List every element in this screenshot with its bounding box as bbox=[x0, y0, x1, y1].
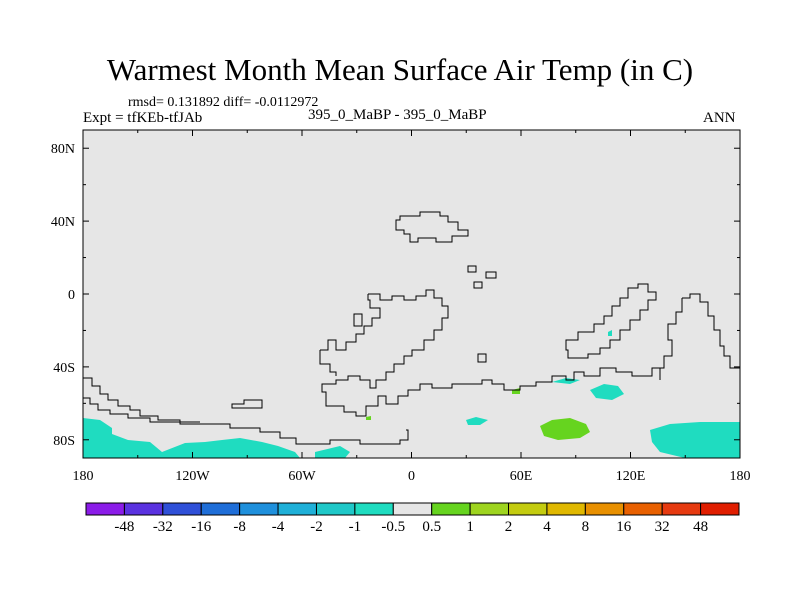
colorbar-swatch bbox=[315, 502, 356, 516]
colorbar-label: 2 bbox=[505, 519, 513, 535]
coastline-small-island-6 bbox=[231, 399, 263, 409]
comparison-label: 395_0_MaBP - 395_0_MaBP bbox=[308, 107, 487, 123]
longitude-axis: 180 120W 60W 0 60E 120E 180 bbox=[73, 130, 751, 484]
colorbar-label: -2 bbox=[310, 519, 323, 535]
coastlines bbox=[83, 211, 740, 445]
anomaly-region-cyan-small-1 bbox=[466, 417, 488, 425]
colorbar-label: -0.5 bbox=[381, 519, 405, 535]
colorbar-swatch bbox=[123, 502, 164, 516]
colorbar-label: -16 bbox=[191, 519, 211, 535]
colorbar-label: -8 bbox=[233, 519, 246, 535]
stats-label: rmsd= 0.131892 diff= -0.0112972 bbox=[128, 95, 319, 110]
anomaly-region-green-large bbox=[540, 418, 590, 440]
coastline-small-island-2 bbox=[485, 271, 497, 279]
colorbar-swatch bbox=[584, 502, 625, 516]
lat-tick-label: 80N bbox=[51, 142, 75, 157]
colorbar-swatch bbox=[200, 502, 241, 516]
colorbar-swatch bbox=[354, 502, 394, 516]
anomaly-region-cyan-small-2 bbox=[590, 384, 624, 400]
colorbar: -48 -32 -16 -8 -4 -2 -1 -0.5 0.5 1 2 4 8 16 32 48 bbox=[85, 502, 740, 535]
coastline-east-continent bbox=[565, 283, 657, 359]
lon-tick-label: 120E bbox=[616, 469, 646, 484]
chart-title: Warmest Month Mean Surface Air Temp (in … bbox=[106, 52, 694, 87]
lon-tick-label: 60E bbox=[510, 469, 533, 484]
latitude-axis: 80N 40N 0 40S 80S bbox=[51, 142, 740, 449]
lon-tick-label: 180 bbox=[730, 469, 751, 484]
lat-tick-label: 80S bbox=[53, 434, 75, 449]
lat-tick-label: 40N bbox=[51, 215, 75, 230]
colorbar-label: -1 bbox=[349, 519, 362, 535]
colorbar-swatch bbox=[277, 502, 317, 516]
colorbar-label: -48 bbox=[114, 519, 134, 535]
colorbar-label: -4 bbox=[272, 519, 285, 535]
colorbar-swatch bbox=[469, 502, 510, 516]
coastline-central-continent bbox=[321, 289, 661, 417]
lon-tick-label: 120W bbox=[175, 469, 210, 484]
colorbar-swatch bbox=[700, 502, 740, 516]
anomaly-region-cyan-southwest bbox=[83, 418, 300, 458]
coastline-southwest bbox=[83, 377, 409, 445]
colorbar-label: 8 bbox=[582, 519, 590, 535]
coastline-north-block bbox=[395, 211, 469, 243]
colorbar-label: 0.5 bbox=[422, 519, 441, 535]
colorbar-label: 32 bbox=[655, 519, 670, 535]
colorbar-label: 48 bbox=[693, 519, 708, 535]
experiment-label: Expt = tfKEb-tfJAb bbox=[83, 110, 203, 126]
colorbar-swatch bbox=[239, 502, 279, 516]
lon-tick-label: 180 bbox=[73, 469, 94, 484]
coastline-small-island-1 bbox=[467, 265, 477, 273]
anomaly-region-cyan-east bbox=[650, 422, 740, 458]
coastline-southwest-b bbox=[83, 397, 200, 423]
colorbar-label: 4 bbox=[543, 519, 551, 535]
colorbar-label: 16 bbox=[616, 519, 632, 535]
colorbar-swatch bbox=[162, 502, 202, 516]
lon-tick-label: 0 bbox=[408, 469, 415, 484]
lat-tick-label: 0 bbox=[68, 288, 75, 303]
colorbar-label: 1 bbox=[466, 519, 474, 535]
season-label: ANN bbox=[703, 110, 736, 126]
coastline-far-east bbox=[682, 293, 740, 369]
colorbar-swatch bbox=[546, 502, 586, 516]
colorbar-swatch bbox=[508, 502, 548, 516]
colorbar-label: -32 bbox=[153, 519, 173, 535]
anomaly-region-green-small-2 bbox=[366, 416, 371, 420]
colorbar-swatch bbox=[392, 502, 433, 516]
map-background bbox=[83, 130, 740, 458]
colorbar-swatch bbox=[431, 502, 471, 516]
coastline-small-island-3 bbox=[473, 281, 483, 289]
coastline-small-island-5 bbox=[477, 353, 487, 363]
anomaly-region-cyan-small-4 bbox=[608, 330, 612, 336]
coastline-far-east-b bbox=[660, 298, 683, 369]
coastline-central-west-lobe-b bbox=[319, 350, 337, 376]
coastline-central-west-lobe bbox=[320, 294, 381, 351]
anomaly-regions bbox=[83, 330, 740, 458]
colorbar-swatch bbox=[85, 502, 125, 516]
colorbar-swatch bbox=[661, 502, 702, 516]
colorbar-swatch bbox=[623, 502, 663, 516]
lat-tick-label: 40S bbox=[53, 361, 75, 376]
coastline-small-island-4 bbox=[353, 313, 363, 327]
anomaly-region-cyan-south-1 bbox=[315, 446, 350, 458]
lon-tick-label: 60W bbox=[288, 469, 316, 484]
